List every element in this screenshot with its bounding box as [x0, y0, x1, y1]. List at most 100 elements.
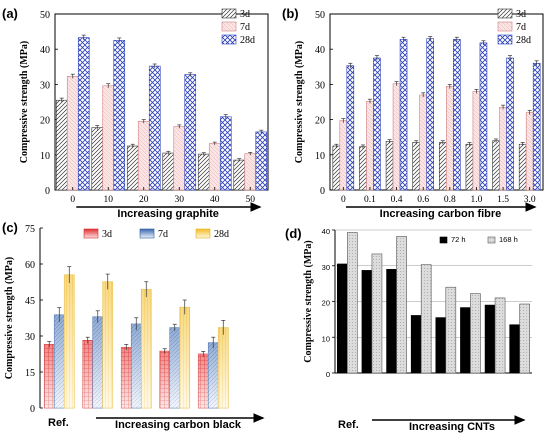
bar-texture — [218, 327, 229, 408]
bar-b-3d — [359, 146, 367, 191]
bar-d-72h — [386, 269, 397, 374]
bar-b-28d — [506, 57, 514, 191]
panel-a: 0 10 20 30 40 50 (a) Compressive strength (MPa)… — [2, 6, 269, 220]
y-tick-label: 0 — [30, 404, 35, 415]
x-tick-label: 50 — [246, 195, 256, 205]
bar-d-168h — [445, 286, 457, 374]
bar-a-3d — [126, 145, 139, 191]
bar-a-7d — [137, 121, 150, 191]
bar-texture — [102, 281, 113, 408]
y-tick-label: 60 — [25, 260, 35, 271]
bar-texture — [179, 307, 190, 408]
bar-a-28d — [113, 40, 126, 191]
legend-swatch — [439, 236, 448, 244]
x-tick-label: 40 — [210, 195, 220, 205]
bar-b-7d — [339, 120, 348, 191]
y-axis-label: Compressive strength (MPa) — [19, 41, 30, 163]
bar-texture — [131, 324, 142, 408]
legend-label: 28d — [214, 229, 229, 240]
y-tick-label: 30 — [25, 332, 35, 343]
legend-swatch — [497, 8, 513, 19]
y-tick-label: 20 — [315, 116, 325, 127]
x-tick-label: 10 — [104, 195, 114, 205]
bar-d-168h — [470, 293, 481, 374]
bar-a-28d — [255, 131, 268, 191]
bar-d-168h — [420, 264, 432, 374]
bar-texture — [54, 314, 65, 408]
ref-label: Ref. — [338, 419, 359, 431]
bar-texture — [208, 342, 219, 408]
bar-a-3d — [55, 99, 68, 191]
bar-a-3d — [197, 153, 210, 191]
bar-d-72h — [435, 317, 447, 374]
bar-b-7d — [472, 91, 481, 191]
panel-label: (a) — [2, 6, 18, 21]
y-tick-label: 10 — [322, 334, 330, 343]
legend-label: 72 h — [451, 235, 466, 244]
x-tick-label: 0.1 — [364, 195, 376, 205]
panel-c: 0 15 30 45 60 75 (c) Compressive strength (MPa)… — [2, 220, 265, 431]
legend-label: 168 h — [499, 235, 518, 244]
panel-label: (d) — [285, 226, 302, 241]
bar-a-28d — [184, 74, 197, 191]
y-tick-label: 20 — [40, 116, 50, 127]
legend-label: 28d — [516, 35, 531, 46]
bar-b-28d — [479, 42, 488, 191]
bar-a-7d — [173, 126, 186, 191]
bar-a-3d — [162, 152, 175, 191]
bar-d-72h — [361, 270, 373, 374]
legend-swatch — [487, 236, 496, 244]
y-tick-label: 40 — [40, 45, 50, 56]
bar-b-7d — [392, 83, 401, 191]
plot-frame — [54, 13, 269, 191]
bar-d-72h — [509, 324, 520, 374]
bar-texture — [64, 274, 75, 408]
bar-b-7d — [446, 86, 454, 191]
y-tick-label: 30 — [40, 80, 50, 91]
y-tick-label: 15 — [25, 368, 35, 379]
x-tick-label: 20 — [139, 195, 149, 205]
legend-swatch — [221, 8, 237, 19]
x-tick-label: 1.0 — [471, 195, 483, 205]
y-tick-label: 45 — [25, 296, 35, 307]
panel-label: (b) — [282, 6, 299, 21]
legend-swatch — [221, 21, 237, 32]
bar-b-28d — [532, 62, 541, 191]
bar-a-3d — [233, 159, 246, 191]
bar-d-168h — [396, 236, 407, 374]
bar-d-72h — [460, 307, 471, 374]
bar-a-7d — [208, 143, 221, 191]
bar-b-28d — [426, 38, 434, 191]
bar-d-72h — [484, 304, 496, 374]
y-tick-label: 30 — [315, 80, 325, 91]
legend-swatch — [83, 228, 99, 239]
bar-a-28d — [77, 37, 90, 191]
y-axis-label: Compressive strength (MPa) — [303, 240, 314, 362]
legend-swatch — [497, 21, 513, 32]
legend-label: 7d — [158, 229, 168, 240]
x-axis-label: Increasing graphite — [117, 208, 218, 220]
bar-texture — [159, 351, 170, 408]
x-tick-label: 0.6 — [417, 195, 429, 205]
bar-b-3d — [518, 143, 527, 191]
bar-texture — [198, 354, 209, 408]
bar-b-7d — [419, 94, 427, 191]
y-tick-label: 10 — [315, 151, 325, 162]
bar-a-28d — [148, 65, 161, 191]
y-tick-label: 10 — [40, 151, 50, 162]
y-axis-label: Compressive strength (MPa) — [4, 257, 15, 379]
y-tick-label: 0 — [320, 186, 325, 197]
bar-a-28d — [219, 116, 232, 191]
panel-d: 0 10 20 30 40 (d)Compressive strength (MPa) In… — [285, 226, 532, 433]
bar-b-28d — [346, 65, 355, 191]
panel-label: (c) — [2, 220, 18, 235]
x-tick-label: 0.4 — [391, 195, 403, 205]
legend-swatch — [195, 228, 211, 239]
bar-texture — [44, 344, 55, 408]
bar-d-72h — [410, 315, 422, 374]
bar-b-3d — [412, 142, 420, 191]
bar-texture — [121, 347, 132, 408]
bar-texture — [82, 340, 93, 408]
y-tick-label: 50 — [40, 10, 50, 21]
bar-b-28d — [399, 39, 408, 191]
